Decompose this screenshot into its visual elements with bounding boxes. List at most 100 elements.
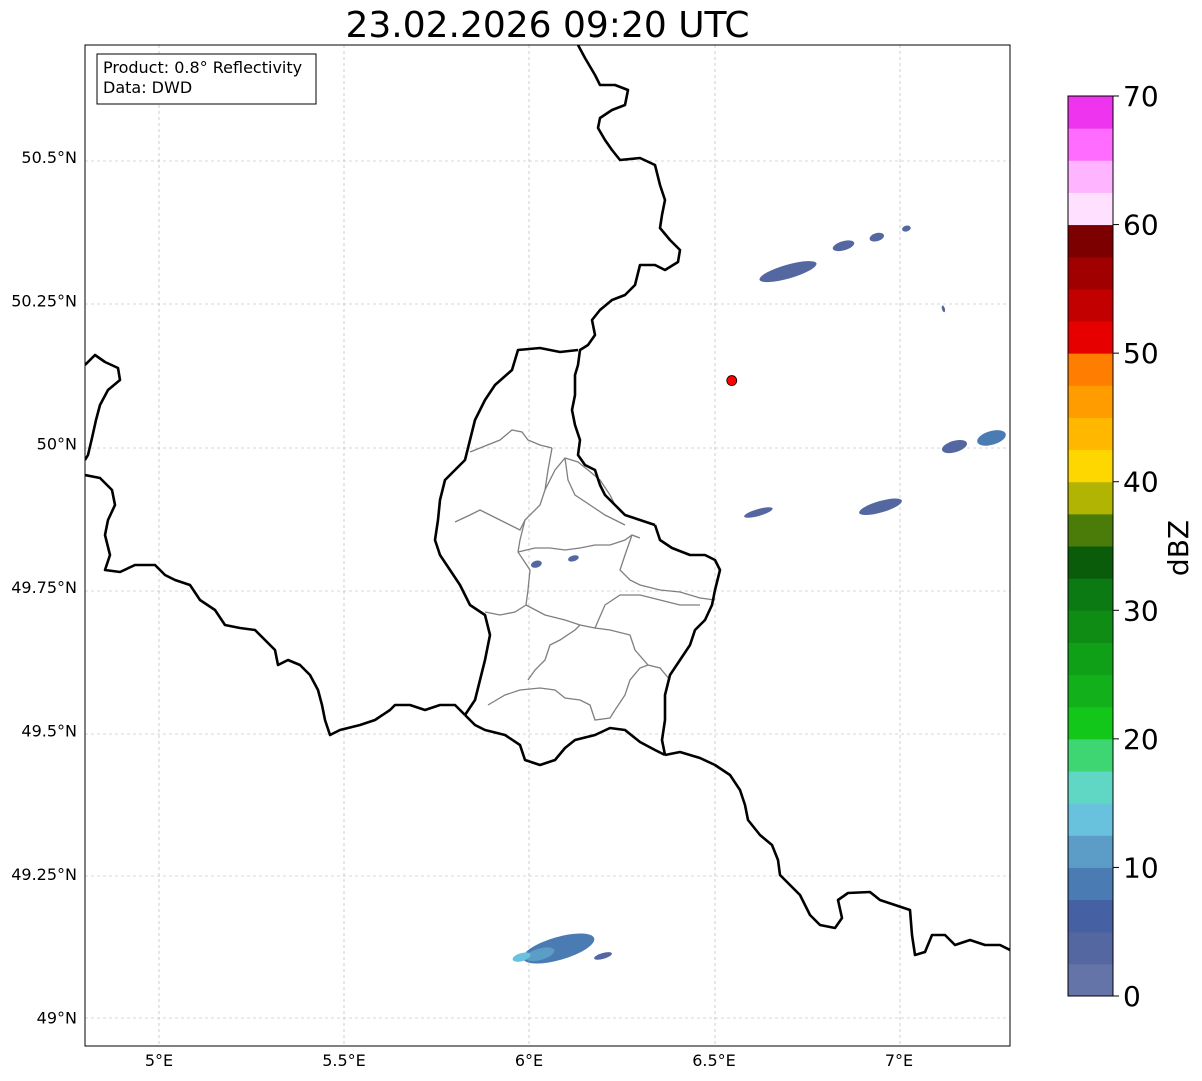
canton-border-capellen: [527, 624, 581, 681]
border-belgium-germany: [570, 45, 682, 527]
canton-border-luxembourg: [484, 604, 527, 616]
colorbar-tick-label: 30: [1123, 594, 1159, 627]
colorbar-segment: [1068, 449, 1113, 483]
colorbar-segment: [1068, 578, 1113, 611]
border-luxembourg-south: [464, 714, 666, 767]
colorbar-segment: [1068, 835, 1113, 868]
colorbar-segment: [1068, 642, 1113, 676]
colorbar-segment: [1068, 385, 1113, 418]
colorbar-tick-label: 40: [1123, 466, 1159, 499]
colorbar-segment: [1068, 192, 1113, 226]
lat-tick-label: 49°N: [37, 1008, 77, 1027]
echo-cell: [941, 439, 968, 454]
echo-cell: [530, 560, 542, 568]
lat-tick-label: 50.5°N: [21, 148, 77, 167]
colorbar-segment: [1068, 706, 1113, 740]
info-box: Product: 0.8° Reflectivity Data: DWD: [96, 53, 317, 105]
colorbar-segment: [1068, 771, 1113, 804]
border-luxembourg-east: [653, 524, 722, 756]
colorbar-frame: [1067, 95, 1114, 997]
colorbar-ticks: 0 10 20 30 40 50 60 70: [1113, 80, 1159, 1013]
lat-tick-label: 49.25°N: [11, 865, 77, 884]
echo-cell: [977, 430, 1006, 446]
lon-tick-labels: 5°E 5.5°E 6°E 6.5°E 7°E: [145, 1051, 913, 1070]
canton-border-remich: [614, 664, 649, 711]
info-data-source: Data: DWD: [103, 78, 192, 97]
lat-tick-label: 49.5°N: [21, 721, 77, 740]
colorbar-segment: [1068, 321, 1113, 354]
colorbar-segment: [1068, 899, 1113, 933]
canton-borders: [454, 429, 716, 721]
colorbar-segment: [1068, 353, 1113, 386]
lat-tick-label: 50.25°N: [11, 291, 77, 310]
colorbar-segment: [1068, 803, 1113, 836]
canton-border-central: [517, 519, 531, 606]
colorbar-tick-label: 10: [1123, 851, 1159, 884]
colorbar-label: dBZ: [1162, 520, 1195, 576]
echo-cell: [902, 225, 911, 232]
echo-cell: [594, 952, 612, 960]
colorbar-segment: [1068, 513, 1113, 547]
canton-border-clervaux: [544, 457, 616, 506]
canton-border-echternach: [619, 534, 716, 601]
radar-echoes: [512, 225, 1006, 964]
canton-border-vianden: [564, 457, 626, 526]
map-frame: [84, 44, 1011, 1047]
country-borders: [85, 45, 1010, 957]
echo-cell: [759, 261, 817, 283]
lon-tick-label: 5.5°E: [322, 1051, 366, 1070]
colorbar-segment: [1068, 867, 1113, 901]
colorbar-segment: [1068, 224, 1113, 258]
colorbar: [1067, 95, 1114, 997]
echo-cell: [525, 947, 555, 962]
info-product: Product: 0.8° Reflectivity: [103, 58, 302, 77]
canton-border-mersch: [594, 627, 671, 681]
border-belgium-netherlands: [85, 353, 122, 461]
echo-cell: [568, 555, 579, 562]
colorbar-tick-label: 0: [1123, 980, 1141, 1013]
grid-lines: [85, 45, 1010, 1046]
colorbar-segment: [1068, 610, 1113, 643]
echo-cell: [941, 305, 946, 313]
echo-cell: [522, 933, 595, 964]
colorbar-segment: [1068, 963, 1113, 997]
colorbar-segment: [1068, 256, 1113, 290]
colorbar-tick-label: 70: [1123, 80, 1159, 113]
lon-tick-label: 6.5°E: [692, 1051, 736, 1070]
colorbar-segment: [1068, 481, 1113, 515]
map-title: 23.02.2026 09:20 UTC: [345, 5, 750, 46]
colorbar-segment: [1068, 674, 1113, 708]
colorbar-segment: [1068, 96, 1113, 129]
colorbar-segment: [1068, 738, 1113, 772]
colorbar-segment: [1068, 546, 1113, 579]
colorbar-segment: [1068, 128, 1113, 161]
canton-border-north-west: [454, 447, 553, 531]
info-box-frame: [96, 53, 317, 105]
colorbar-segment: [1068, 288, 1113, 322]
canton-border-esch: [487, 687, 616, 721]
lon-tick-label: 6°E: [515, 1051, 543, 1070]
lat-tick-label: 49.75°N: [11, 578, 77, 597]
lat-tick-labels: 50.5°N 50.25°N 50°N 49.75°N 49.5°N 49.25°N 49°…: [11, 148, 77, 1027]
border-luxembourg-west: [433, 346, 579, 716]
colorbar-segment: [1068, 160, 1113, 193]
border-france-belgium: [85, 473, 466, 737]
lat-tick-label: 50°N: [37, 435, 77, 454]
colorbar-tick-label: 50: [1123, 337, 1159, 370]
colorbar-tick-label: 60: [1123, 209, 1159, 242]
echo-cell: [869, 232, 884, 242]
colorbar-segment: [1068, 417, 1113, 451]
canton-border-grevenmacher: [525, 594, 700, 629]
canton-border-diekirch: [517, 534, 641, 553]
lon-tick-label: 7°E: [885, 1051, 913, 1070]
echo-cell: [859, 498, 902, 516]
border-france-germany: [664, 750, 1010, 957]
colorbar-tick-label: 20: [1123, 723, 1159, 756]
echo-cell: [744, 507, 773, 518]
echo-cell: [512, 952, 531, 962]
lon-tick-label: 5°E: [145, 1051, 173, 1070]
canton-border-north: [469, 429, 553, 453]
colorbar-segment: [1068, 931, 1113, 965]
echo-cell: [832, 240, 855, 252]
